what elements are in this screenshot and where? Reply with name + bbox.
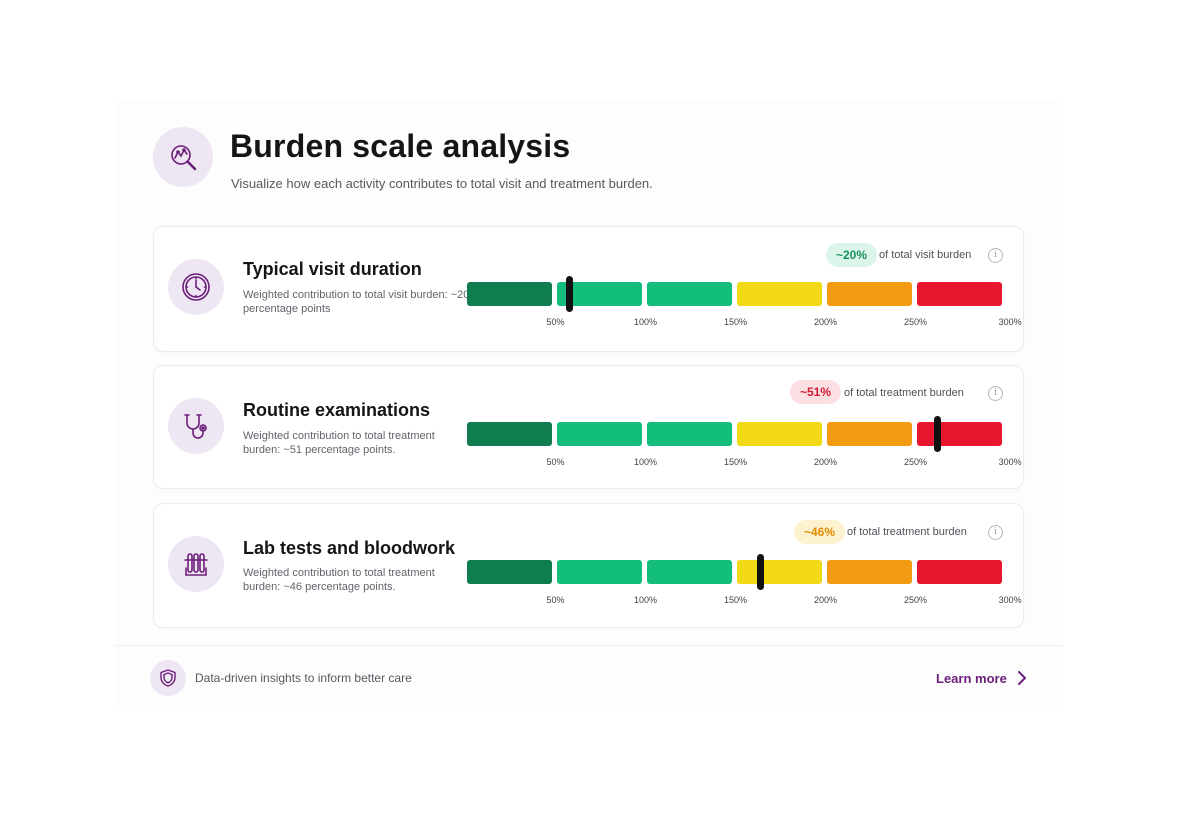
badge-caption: of total visit burden bbox=[879, 249, 972, 261]
scale-segment bbox=[467, 282, 552, 306]
scale-segment bbox=[827, 560, 912, 584]
footer-tagline: Data-driven insights to inform better ca… bbox=[195, 671, 412, 685]
scale-segment bbox=[557, 422, 642, 446]
card-description: Weighted contribution to total visit bur… bbox=[243, 289, 470, 315]
scale-segment bbox=[557, 560, 642, 584]
scale-segment bbox=[917, 560, 1002, 584]
burden-scale: 50% 100% 150% 200% 250% 300% bbox=[467, 554, 1022, 605]
page-title: Burden scale analysis bbox=[230, 128, 571, 164]
clock-icon bbox=[168, 259, 224, 315]
burden-marker bbox=[757, 554, 765, 590]
scale-segment bbox=[737, 282, 822, 306]
scale-tick-label: 100% bbox=[633, 595, 658, 605]
burden-marker bbox=[933, 416, 941, 452]
scale-segment bbox=[917, 422, 1002, 446]
scale-tick-label: 250% bbox=[903, 457, 928, 467]
percentage-badge: ~20% bbox=[826, 243, 878, 267]
page-subtitle: Visualize how each activity contributes … bbox=[231, 176, 653, 191]
scale-segment bbox=[737, 422, 822, 446]
scale-segment bbox=[467, 560, 552, 584]
scale-tick-label: 150% bbox=[723, 317, 748, 327]
scale-tick-label: 50% bbox=[546, 457, 565, 467]
scale-segment bbox=[827, 282, 912, 306]
scale-tick-label: 150% bbox=[723, 595, 748, 605]
percentage-badge: ~51% bbox=[790, 380, 842, 404]
scale-segment bbox=[917, 282, 1002, 306]
scale-segment bbox=[467, 422, 552, 446]
learn-more-label: Learn more bbox=[936, 670, 1007, 686]
scale-tick-label: 200% bbox=[813, 595, 838, 605]
card-title: Routine examinations bbox=[243, 400, 431, 420]
scale-tick-label: 300% bbox=[998, 457, 1022, 467]
badge-caption: of total treatment burden bbox=[844, 387, 964, 399]
scale-segment bbox=[737, 560, 822, 584]
scale-tick-label: 200% bbox=[813, 457, 838, 467]
info-icon[interactable]: i bbox=[988, 248, 1003, 263]
card-title: Typical visit duration bbox=[243, 259, 422, 279]
card-title: Lab tests and bloodwork bbox=[243, 538, 456, 558]
info-icon[interactable]: i bbox=[988, 525, 1003, 540]
scale-tick-label: 200% bbox=[813, 317, 838, 327]
scale-tick-label: 150% bbox=[723, 457, 748, 467]
chart-search-icon bbox=[153, 127, 213, 187]
burden-marker bbox=[566, 276, 574, 312]
scale-segment bbox=[647, 422, 732, 446]
card-routine-examinations: Routine examinations Weighted contributi… bbox=[153, 365, 1024, 489]
scale-tick-label: 250% bbox=[903, 595, 928, 605]
card-lab-tests-and-bloodwork: Lab tests and bloodwork Weighted contrib… bbox=[153, 503, 1024, 628]
learn-more-link[interactable]: Learn more bbox=[936, 668, 1027, 688]
shield-icon bbox=[150, 660, 186, 696]
info-icon[interactable]: i bbox=[988, 386, 1003, 401]
scale-tick-label: 100% bbox=[633, 457, 658, 467]
scale-segment bbox=[827, 422, 912, 446]
scale-tick-label: 250% bbox=[903, 317, 928, 327]
scale-segment bbox=[647, 560, 732, 584]
card-typical-visit-duration: Typical visit duration Weighted contribu… bbox=[153, 226, 1024, 352]
scale-tick-label: 100% bbox=[633, 317, 658, 327]
scale-tick-label: 50% bbox=[546, 317, 565, 327]
scale-segment bbox=[647, 282, 732, 306]
scale-tick-label: 300% bbox=[998, 317, 1022, 327]
badge-caption: of total treatment burden bbox=[847, 526, 967, 538]
test-tubes-icon bbox=[168, 536, 224, 592]
burden-scale: 50% 100% 150% 200% 250% 300% bbox=[467, 416, 1022, 467]
stethoscope-icon bbox=[168, 398, 224, 454]
card-description: Weighted contribution to total treatment… bbox=[243, 430, 435, 456]
footer-divider bbox=[115, 645, 1063, 646]
scale-tick-label: 300% bbox=[998, 595, 1022, 605]
chevron-right-icon bbox=[1017, 671, 1026, 685]
card-description: Weighted contribution to total treatment… bbox=[243, 567, 435, 593]
burden-scale: 50% 100% 150% 200% 250% 300% bbox=[467, 276, 1022, 327]
percentage-badge: ~46% bbox=[794, 520, 846, 544]
scale-tick-label: 50% bbox=[546, 595, 565, 605]
